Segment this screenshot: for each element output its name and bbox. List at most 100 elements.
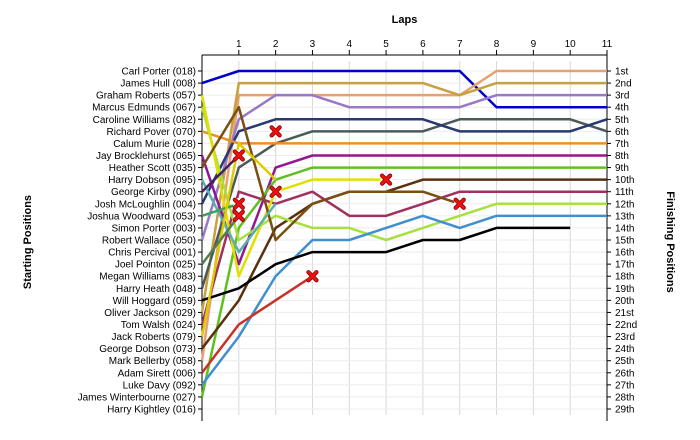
x-tick-label: 3 (310, 39, 316, 50)
finishing-position-label: 14th (615, 223, 634, 234)
retired-marker-cross (233, 198, 245, 210)
x-tick-label: 10 (565, 39, 577, 50)
series-group (200, 69, 608, 398)
finishing-position-label: 29th (615, 405, 634, 416)
finishing-position-label: 21st (615, 308, 634, 319)
starting-position-label: Joel Pointon (025) (115, 260, 196, 271)
retired-marker (232, 149, 245, 162)
finishing-position-label: 2nd (615, 79, 632, 90)
x-tick-label: 8 (494, 39, 500, 50)
x-tick-label: 11 (602, 39, 613, 50)
starting-position-label: Megan Williams (083) (99, 272, 196, 283)
finishing-position-label: 6th (615, 127, 629, 138)
starting-position-label: Carl Porter (018) (122, 67, 196, 78)
starting-position-label: James Winterbourne (027) (78, 392, 196, 403)
finishing-position-label: 15th (615, 236, 634, 247)
series-line (201, 154, 240, 193)
retired-marker-cross (233, 150, 245, 161)
finishing-position-label: 3rd (615, 91, 629, 102)
starting-position-label: Luke Davy (092) (123, 380, 196, 391)
retired-marker-cross (380, 174, 392, 185)
finishing-position-label: 19th (615, 284, 634, 295)
x-tick-label: 5 (383, 39, 389, 50)
series-line (200, 93, 607, 241)
starting-position-label: Jack Roberts (079) (112, 332, 196, 343)
starting-position-label: Adam Sirett (006) (118, 368, 196, 379)
series-line (200, 118, 608, 289)
series-line (200, 69, 607, 361)
starting-position-label: Marcus Edmunds (067) (92, 103, 196, 114)
retired-marker (269, 125, 282, 138)
finishing-position-label: 12th (615, 199, 634, 210)
series-line (200, 94, 387, 278)
series-line (200, 142, 277, 337)
starting-position-label: Simon Porter (003) (112, 223, 196, 234)
retired-marker (306, 270, 319, 283)
y-right-axis-title: Finishing Positions (664, 191, 676, 292)
finishing-position-label: 10th (615, 175, 634, 186)
finishing-position-label: 13th (615, 211, 634, 222)
starting-position-label: Oliver Jackson (029) (104, 308, 196, 319)
finishing-position-label: 11th (615, 187, 634, 198)
finishing-position-label: 22nd (615, 320, 637, 331)
retired-marker (232, 209, 245, 222)
finishing-position-label: 23rd (615, 332, 635, 343)
finishing-position-label: 28th (615, 392, 634, 403)
starting-position-label: Caroline Williams (082) (93, 115, 196, 126)
series-line (200, 166, 607, 398)
finishing-position-label: 8th (615, 151, 629, 162)
series-line (201, 178, 607, 350)
x-tick-label: 6 (420, 39, 426, 50)
retired-marker-cross (454, 198, 466, 210)
retired-marker-cross (307, 270, 318, 282)
starting-position-label: Calum Murie (028) (113, 139, 196, 150)
starting-position-label: Tom Walsh (024) (121, 320, 196, 331)
retired-marker-cross (233, 210, 245, 222)
finishing-position-label: 25th (615, 356, 634, 367)
finishing-position-label: 5th (615, 115, 629, 126)
finishing-position-label: 27th (615, 380, 634, 391)
series-line (200, 81, 607, 313)
starting-position-label: Harry Kightley (016) (107, 405, 196, 416)
starting-position-label: Josh McLoughlin (004) (95, 199, 196, 210)
retired-marker (379, 173, 393, 186)
series-line (200, 154, 607, 266)
finishing-position-label: 18th (615, 272, 634, 283)
retired-marker (232, 197, 245, 210)
x-tick-label: 9 (531, 39, 537, 50)
retired-marker-cross (270, 186, 281, 198)
starting-position-label: Mark Bellerby (058) (109, 356, 196, 367)
starting-position-label: James Hull (008) (120, 79, 196, 90)
x-tick-label: 1 (236, 39, 242, 50)
retired-marker (269, 185, 282, 198)
series-line (200, 105, 461, 242)
starting-position-label: Graham Roberts (057) (96, 91, 196, 102)
series-line (201, 226, 571, 302)
x-tick-label: 4 (346, 39, 352, 50)
finishing-position-label: 7th (615, 139, 629, 150)
starting-position-label: Chris Percival (001) (108, 248, 196, 259)
series-line (201, 275, 314, 374)
finishing-position-label: 1st (615, 67, 629, 78)
series-line (201, 202, 240, 218)
starting-position-label: Will Hoggard (059) (113, 296, 196, 307)
x-tick-label: 7 (457, 39, 463, 50)
series-line (201, 69, 607, 109)
starting-position-label: Richard Pover (070) (107, 127, 196, 138)
starting-position-label: George Kirby (090) (111, 187, 196, 198)
retired-marker (453, 197, 466, 210)
x-axis-title: Laps (392, 14, 418, 26)
finishing-position-label: 4th (615, 103, 629, 114)
starting-position-label: Robert Wallace (050) (102, 236, 196, 247)
series-line (200, 118, 608, 205)
starting-position-label: Joshua Woodward (053) (87, 211, 196, 222)
finishing-position-label: 17th (615, 260, 634, 271)
series-line (200, 190, 607, 325)
finishing-position-label: 24th (615, 344, 634, 355)
y-left-axis-title: Starting Positions (22, 195, 34, 289)
starting-position-label: Heather Scott (035) (109, 163, 196, 174)
grid-lines (202, 61, 608, 415)
finishing-position-label: 9th (615, 163, 629, 174)
